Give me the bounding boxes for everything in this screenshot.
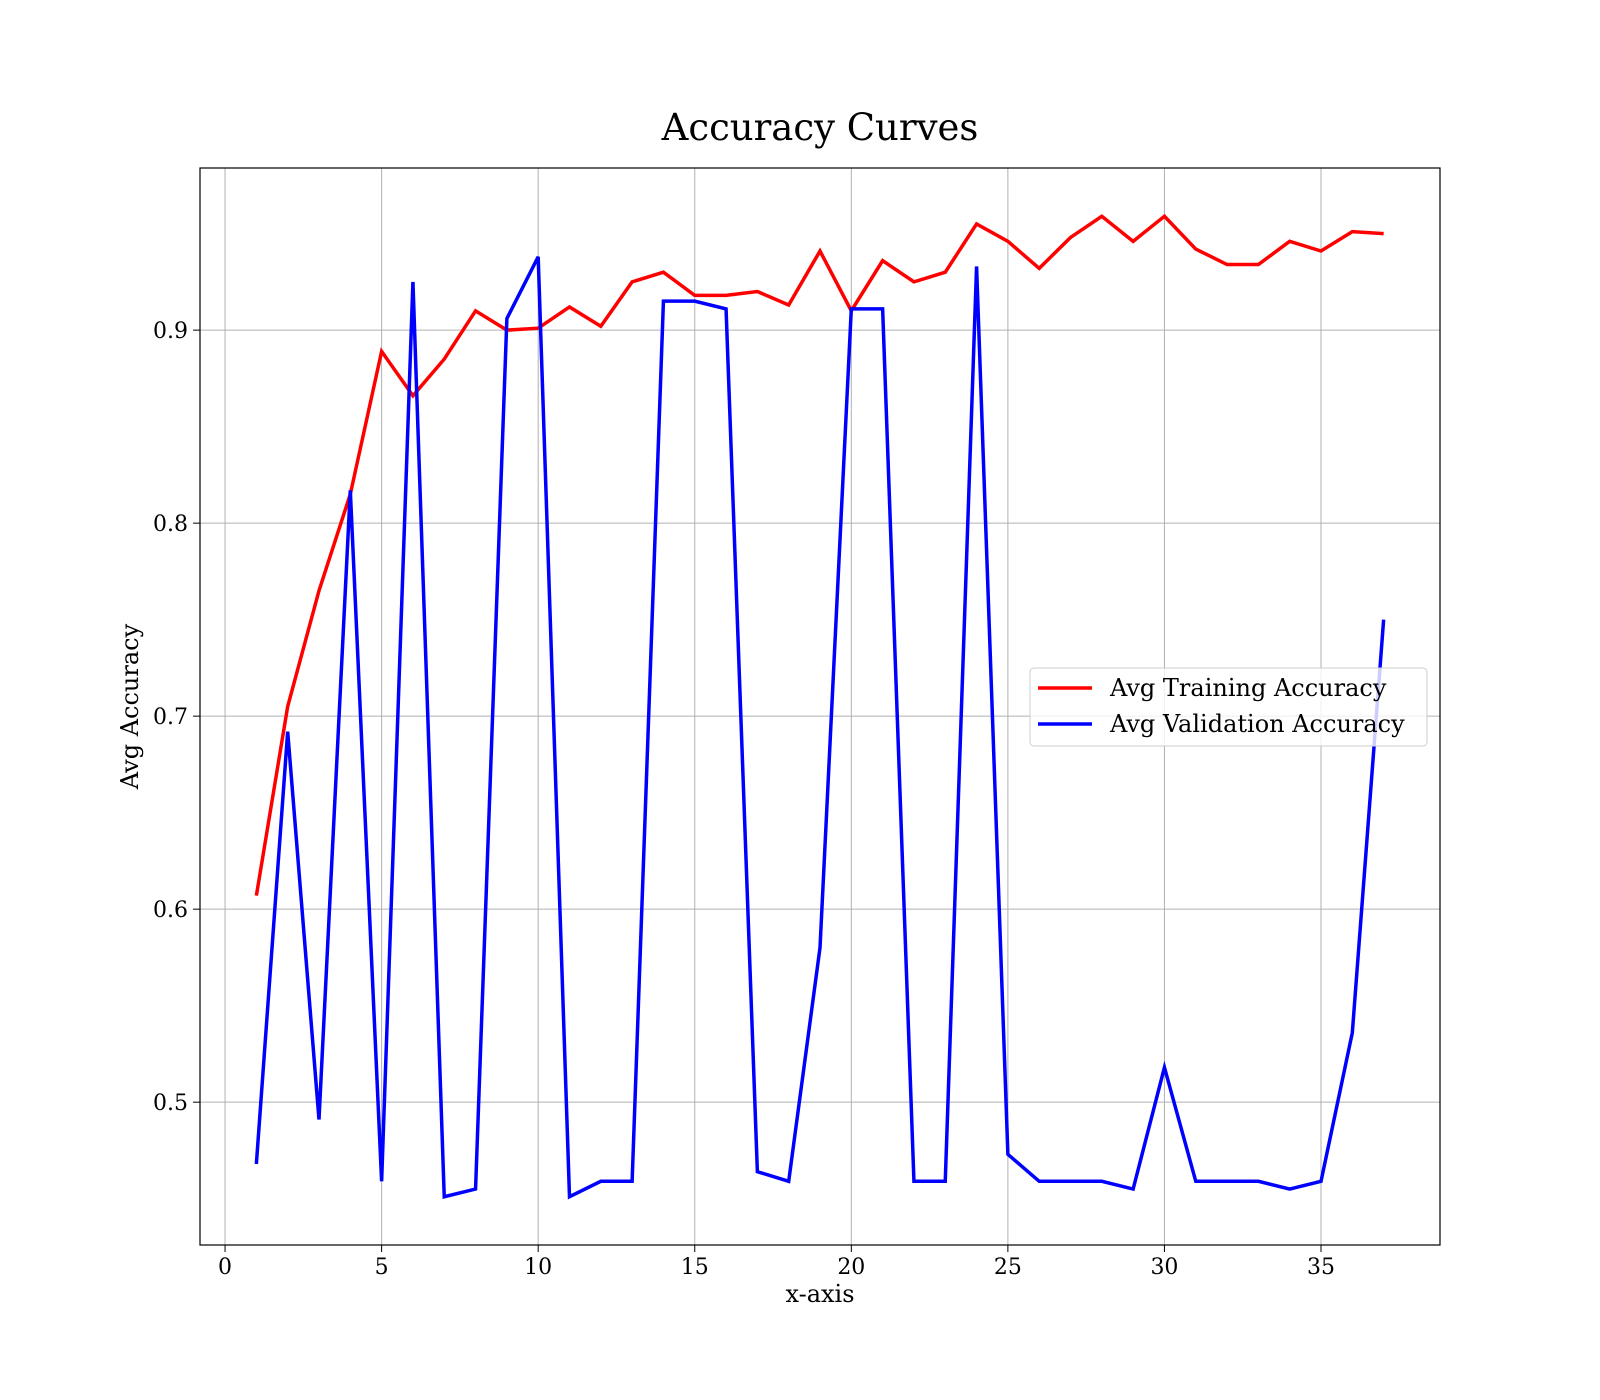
- y-tick-label: 0.8: [153, 512, 188, 537]
- training-accuracy-line: [254, 213, 1384, 896]
- y-tick-label: 0.7: [153, 705, 188, 730]
- y-tick-label: 0.9: [153, 319, 188, 344]
- legend: Avg Training Accuracy Avg Validation Accu…: [1029, 667, 1428, 747]
- validation-accuracy-line: [254, 255, 1386, 1200]
- legend-label: Avg Validation Accuracy: [1109, 710, 1405, 738]
- chart-title: Accuracy Curves: [661, 106, 979, 149]
- x-tick-label: 25: [994, 1255, 1022, 1280]
- x-axis-label: x-axis: [785, 1280, 854, 1308]
- x-tick-label: 35: [1307, 1255, 1335, 1280]
- grid-lines: [200, 168, 1440, 1245]
- axis-ticks: 0 5 10 15 20 25 30 35 0.5 0.6 0.7 0.8 0.9: [153, 319, 1335, 1280]
- x-tick-label: 30: [1150, 1255, 1178, 1280]
- x-tick-label: 20: [837, 1255, 865, 1280]
- y-tick-label: 0.6: [153, 898, 188, 923]
- x-tick-label: 0: [218, 1255, 232, 1280]
- legend-label: Avg Training Accuracy: [1109, 674, 1387, 702]
- y-axis-label: Avg Accuracy: [116, 623, 144, 790]
- plot-area-frame: [199, 167, 1441, 1246]
- legend-box: [1029, 667, 1428, 747]
- series-lines: [254, 213, 1386, 1200]
- y-tick-label: 0.5: [153, 1091, 188, 1116]
- x-tick-label: 15: [681, 1255, 709, 1280]
- x-tick-label: 10: [524, 1255, 552, 1280]
- x-tick-label: 5: [375, 1255, 389, 1280]
